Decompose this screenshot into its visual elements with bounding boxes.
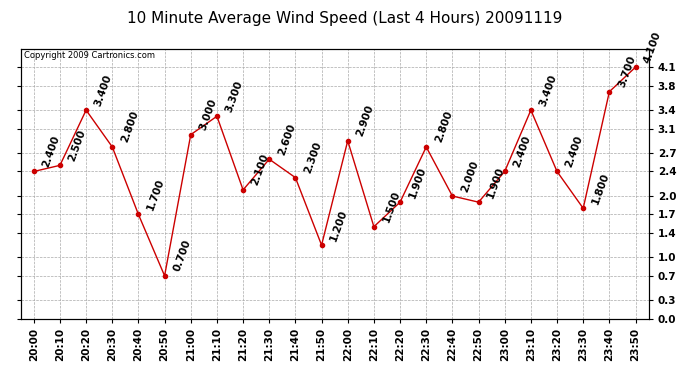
Text: 2.800: 2.800 bbox=[433, 110, 454, 144]
Text: 1.500: 1.500 bbox=[381, 189, 402, 224]
Text: 2.600: 2.600 bbox=[276, 122, 297, 156]
Text: 1.700: 1.700 bbox=[146, 177, 166, 212]
Text: 2.900: 2.900 bbox=[355, 104, 375, 138]
Text: 1.800: 1.800 bbox=[590, 171, 611, 206]
Text: 3.700: 3.700 bbox=[616, 54, 637, 89]
Text: 1.900: 1.900 bbox=[486, 165, 506, 200]
Text: 2.400: 2.400 bbox=[512, 134, 533, 169]
Text: 2.100: 2.100 bbox=[250, 153, 270, 187]
Text: 3.400: 3.400 bbox=[93, 73, 114, 107]
Text: 2.400: 2.400 bbox=[564, 134, 584, 169]
Text: Copyright 2009 Cartronics.com: Copyright 2009 Cartronics.com bbox=[24, 51, 155, 60]
Text: 2.000: 2.000 bbox=[460, 159, 480, 193]
Text: 2.400: 2.400 bbox=[41, 134, 61, 169]
Text: 1.900: 1.900 bbox=[407, 165, 428, 200]
Text: 3.000: 3.000 bbox=[198, 98, 218, 132]
Text: 1.200: 1.200 bbox=[328, 208, 349, 242]
Text: 2.800: 2.800 bbox=[119, 110, 140, 144]
Text: 10 Minute Average Wind Speed (Last 4 Hours) 20091119: 10 Minute Average Wind Speed (Last 4 Hou… bbox=[128, 11, 562, 26]
Text: 2.300: 2.300 bbox=[302, 140, 323, 175]
Text: 2.500: 2.500 bbox=[67, 128, 88, 163]
Text: 3.300: 3.300 bbox=[224, 79, 244, 114]
Text: 3.400: 3.400 bbox=[538, 73, 558, 107]
Text: 4.100: 4.100 bbox=[642, 30, 663, 64]
Text: 0.700: 0.700 bbox=[172, 238, 193, 273]
